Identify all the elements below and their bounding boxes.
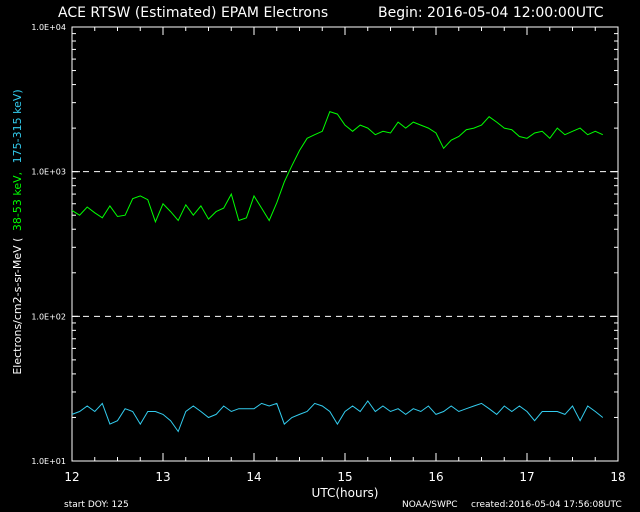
created-label: created:2016-05-04 17:56:08UTC: [471, 500, 622, 510]
axis-ticks: [71, 27, 619, 462]
y-tick-label: 1.0E+02: [31, 312, 66, 321]
y-tick-labels: 1.0E+01 1.0E+02 1.0E+03 1.0E+04: [31, 23, 66, 466]
y-tick-label: 1.0E+04: [31, 23, 66, 32]
y-axis-label-series1: 38-53 keV,: [11, 172, 24, 231]
plot-frame: [71, 26, 619, 462]
y-axis-label: Electrons/cm2-s-sr-MeV ( 38-53 keV, 175-…: [11, 89, 24, 374]
series-line-1: [71, 110, 604, 224]
chart-title: ACE RTSW (Estimated) EPAM Electrons: [58, 5, 328, 21]
start-doy-label: start DOY: 125: [64, 500, 129, 510]
series-lines: [71, 110, 604, 433]
x-tick-label: 13: [155, 470, 170, 484]
y-tick-label: 1.0E+01: [31, 457, 66, 466]
x-tick-label: 14: [246, 470, 261, 484]
source-label: NOAA/SWPC: [402, 500, 458, 510]
dashed-reference-lines: [72, 171, 618, 317]
y-axis-label-series2: 175-315 keV): [11, 89, 24, 163]
y-axis-label-prefix: Electrons/cm2-s-sr-MeV (: [11, 238, 24, 375]
x-tick-label: 18: [610, 470, 625, 484]
y-tick-label: 1.0E+03: [31, 168, 66, 177]
x-tick-label: 17: [519, 470, 534, 484]
begin-time-label: Begin: 2016-05-04 12:00:00UTC: [378, 5, 604, 21]
x-tick-labels: 12 13 14 15 16 17 18: [64, 470, 625, 484]
x-tick-label: 15: [337, 470, 352, 484]
x-tick-label: 16: [428, 470, 443, 484]
x-tick-label: 12: [64, 470, 79, 484]
x-axis-label: UTC(hours): [312, 486, 379, 500]
series-line-2: [71, 400, 604, 433]
